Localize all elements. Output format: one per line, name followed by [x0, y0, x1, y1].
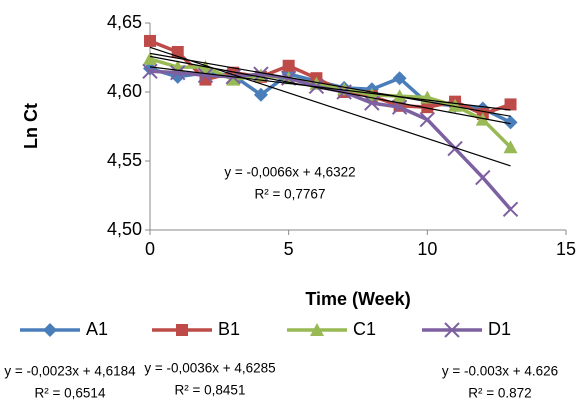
- point: [503, 140, 518, 154]
- point: [502, 201, 519, 218]
- legend-label: B1: [218, 319, 240, 339]
- point: [475, 169, 491, 186]
- trendline-equation: R² = 0.872: [468, 386, 531, 401]
- point: [142, 63, 158, 80]
- series-line: [149, 69, 512, 211]
- y-tick-label: 4,60: [107, 81, 142, 101]
- point: [143, 51, 157, 65]
- trendline-equation: R² = 0,6514: [35, 386, 106, 401]
- trendline: [149, 66, 511, 111]
- point: [253, 87, 268, 102]
- trendline: [149, 55, 511, 125]
- y-axis-title: Ln Ct: [21, 103, 41, 149]
- point: [503, 115, 518, 130]
- point: [421, 101, 434, 114]
- trendline-equation: y = -0,0036x + 4,6285: [144, 361, 275, 376]
- point: [144, 34, 156, 47]
- trendline-equation: R² = 0,8451: [175, 383, 246, 398]
- point: [419, 111, 436, 128]
- x-tick-label: 15: [556, 239, 576, 259]
- point: [170, 64, 186, 81]
- point: [447, 140, 463, 157]
- y-tick-label: 4,50: [107, 219, 142, 239]
- x-axis-title: Time (Week): [305, 289, 410, 309]
- point: [336, 84, 352, 100]
- y-tick-label: 4,55: [107, 150, 142, 170]
- point: [392, 71, 407, 86]
- x-tick-label: 5: [284, 239, 294, 259]
- point: [197, 67, 214, 84]
- x-tick-label: 10: [417, 239, 437, 259]
- legend-label: C1: [353, 319, 376, 339]
- x-tick-label: 0: [145, 239, 155, 259]
- legend-marker: [43, 323, 57, 337]
- point: [282, 59, 295, 72]
- trendline-equation: y = -0,0066x + 4,6322: [224, 165, 355, 180]
- trendline-equation: R² = 0,7767: [255, 187, 326, 202]
- point: [448, 98, 463, 112]
- legend-marker: [444, 322, 460, 338]
- point: [392, 89, 407, 103]
- legend-marker: [310, 323, 324, 336]
- trendline-equation: y = -0,0023x + 4,6184: [4, 364, 136, 379]
- point: [226, 72, 241, 86]
- legend-marker: [176, 324, 188, 336]
- legend-label: D1: [488, 319, 511, 339]
- point: [504, 98, 517, 111]
- trendline: [149, 52, 511, 117]
- y-tick-label: 4,65: [107, 12, 142, 32]
- point: [253, 66, 269, 82]
- legend-label: A1: [86, 319, 108, 339]
- trendline: [149, 46, 511, 167]
- trendline-equation: y = -0.003x + 4.626: [442, 364, 558, 379]
